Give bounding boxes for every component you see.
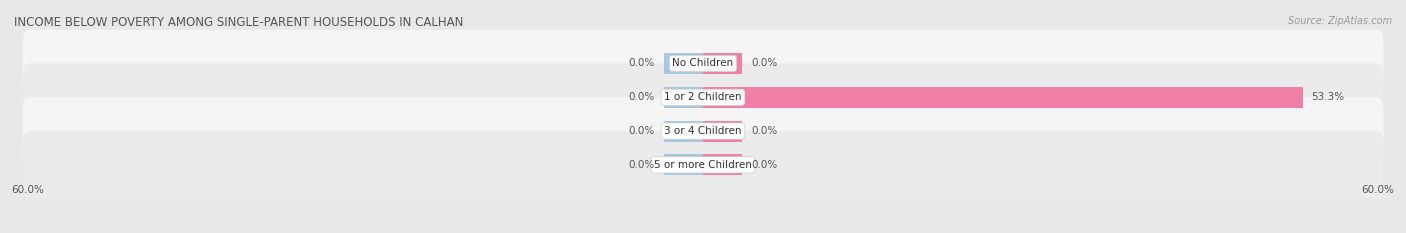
Bar (703, 87, 1302, 108)
Bar (703, 154, 742, 175)
Text: 0.0%: 0.0% (628, 58, 655, 69)
FancyBboxPatch shape (22, 131, 1384, 199)
FancyBboxPatch shape (22, 97, 1384, 165)
Bar (664, 87, 703, 108)
Text: 3 or 4 Children: 3 or 4 Children (664, 126, 742, 136)
Text: Source: ZipAtlas.com: Source: ZipAtlas.com (1288, 16, 1392, 26)
Text: 5 or more Children: 5 or more Children (654, 160, 752, 170)
Text: 0.0%: 0.0% (628, 126, 655, 136)
Text: 0.0%: 0.0% (628, 160, 655, 170)
Bar (664, 154, 703, 175)
Text: 0.0%: 0.0% (751, 58, 778, 69)
Text: 53.3%: 53.3% (1312, 92, 1344, 102)
Text: No Children: No Children (672, 58, 734, 69)
Bar (703, 121, 742, 141)
Bar (664, 53, 703, 74)
Text: 1 or 2 Children: 1 or 2 Children (664, 92, 742, 102)
Text: 0.0%: 0.0% (628, 92, 655, 102)
Text: 0.0%: 0.0% (751, 160, 778, 170)
Text: 0.0%: 0.0% (751, 126, 778, 136)
Bar (703, 53, 742, 74)
FancyBboxPatch shape (22, 64, 1384, 131)
FancyBboxPatch shape (22, 30, 1384, 97)
Bar (664, 121, 703, 141)
Text: INCOME BELOW POVERTY AMONG SINGLE-PARENT HOUSEHOLDS IN CALHAN: INCOME BELOW POVERTY AMONG SINGLE-PARENT… (14, 16, 464, 29)
